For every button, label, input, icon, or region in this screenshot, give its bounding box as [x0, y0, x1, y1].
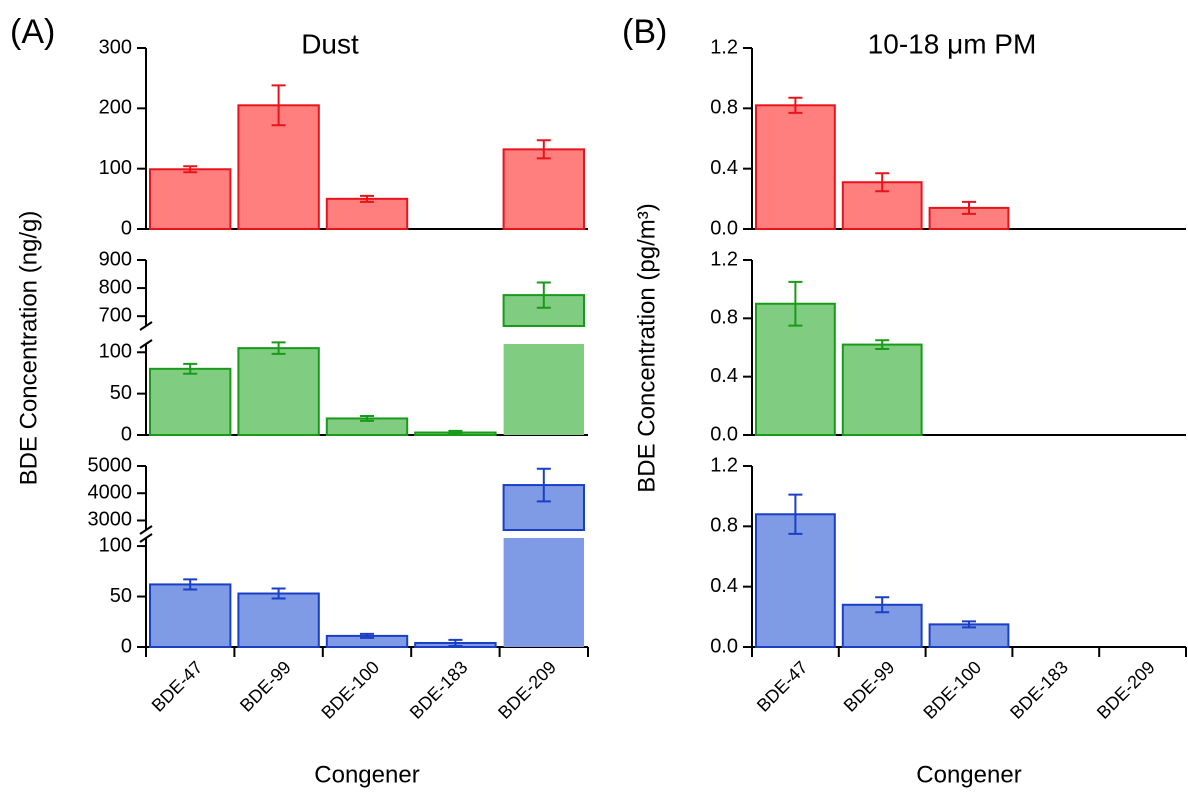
error-bar: [875, 339, 890, 350]
y-tick-label: 100: [99, 341, 132, 363]
axis-break: [139, 321, 153, 331]
y-tick-label: 800: [99, 276, 132, 298]
error-bar: [360, 194, 374, 203]
error-bar: [360, 632, 374, 639]
y-tick-label: 900: [99, 248, 132, 270]
bar: [755, 513, 836, 648]
y-tick-label: 0.8: [710, 515, 738, 537]
x-tick-label: BDE-99: [236, 657, 295, 716]
y-tick-label: 5000: [88, 454, 133, 476]
y-tick-label: 0.0: [710, 423, 738, 445]
y-tick-label: 0.4: [710, 575, 738, 597]
y-axis-label: BDE Concentration (ng/g): [15, 211, 42, 486]
bar: [503, 344, 584, 435]
y-tick-label: 300: [99, 36, 132, 58]
error-bar: [448, 638, 463, 647]
bar: [841, 603, 923, 648]
y-tick-label: 0: [121, 423, 132, 445]
bar: [149, 367, 232, 436]
y-tick-label: 50: [110, 382, 132, 404]
y-tick-label: 0.8: [710, 97, 738, 119]
bar: [149, 583, 232, 648]
panel-label: (B): [622, 13, 667, 51]
y-tick-label: 0.4: [710, 157, 738, 179]
x-axis-label: Congener: [916, 761, 1021, 788]
panel-label: (A): [10, 13, 55, 51]
y-tick-label: 0.4: [710, 365, 738, 387]
x-tick-label: BDE-100: [919, 657, 985, 723]
error-bar: [536, 281, 551, 309]
y-tick-label: 4000: [88, 482, 133, 504]
error-bar: [962, 200, 976, 215]
x-tick-label: BDE-100: [317, 657, 383, 723]
y-tick-label: 1.2: [710, 36, 738, 58]
bar: [503, 538, 584, 647]
error-bar: [788, 96, 803, 114]
y-tick-label: 0.8: [710, 307, 738, 329]
error-bar: [962, 620, 976, 629]
bar: [237, 347, 320, 436]
error-bar: [360, 414, 374, 422]
y-tick-label: 0: [121, 635, 132, 657]
error-bar: [536, 467, 551, 503]
y-tick-label: 100: [99, 534, 132, 556]
x-tick-label: BDE-209: [1093, 657, 1159, 723]
y-tick-label: 1.2: [710, 454, 738, 476]
error-bar: [875, 596, 890, 614]
bar: [755, 104, 836, 230]
error-bar: [271, 587, 286, 600]
y-tick-label: 200: [99, 97, 132, 119]
x-tick-label: BDE-99: [840, 657, 899, 716]
x-tick-label: BDE-183: [1006, 657, 1072, 723]
x-tick-label: BDE-183: [406, 657, 472, 723]
bar: [502, 148, 586, 230]
axis-break: [139, 339, 153, 349]
error-bar: [183, 362, 198, 375]
bar: [841, 343, 923, 437]
error-bar: [788, 280, 803, 327]
error-bar: [271, 84, 286, 127]
bar: [325, 197, 409, 230]
error-bar: [788, 493, 803, 535]
y-tick-label: 0.0: [710, 217, 738, 239]
y-tick-label: 1.2: [710, 248, 738, 270]
error-bar: [271, 341, 286, 355]
bar: [237, 592, 320, 649]
x-tick-label: BDE-47: [148, 657, 207, 716]
y-tick-label: 3000: [88, 509, 133, 531]
bar: [149, 168, 232, 231]
axis-break: [139, 525, 153, 535]
y-tick-label: 50: [110, 585, 132, 607]
axis-break: [139, 533, 153, 543]
error-bar: [183, 578, 198, 591]
x-axis-label: Congener: [314, 761, 419, 788]
error-bar: [536, 139, 551, 160]
error-bar: [875, 172, 890, 193]
y-axis-label: BDE Concentration (pg/m³): [633, 203, 660, 492]
panel-title: 10-18 μm PM: [868, 28, 1037, 59]
x-tick-label: BDE-209: [494, 657, 560, 723]
panel-title: Dust: [301, 28, 359, 59]
error-bar: [183, 165, 198, 174]
y-tick-label: 0.0: [710, 635, 738, 657]
y-tick-label: 100: [99, 157, 132, 179]
x-tick-label: BDE-47: [753, 657, 812, 716]
y-tick-label: 0: [121, 217, 132, 239]
error-bar: [448, 429, 463, 436]
y-tick-label: 700: [99, 304, 132, 326]
